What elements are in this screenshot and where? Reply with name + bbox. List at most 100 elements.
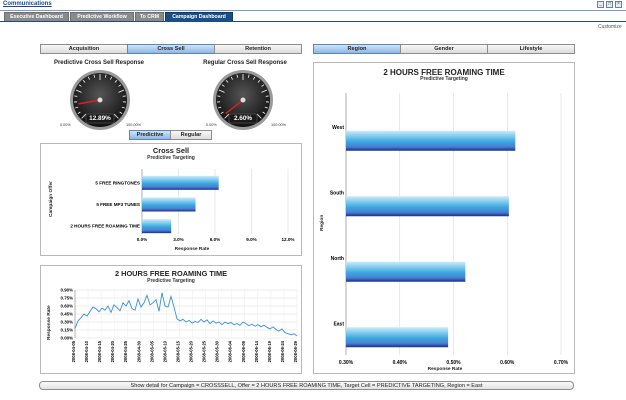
gauge-tick — [264, 106, 268, 109]
roaming-trend-chart: 0.90%0.75%0.60%0.45%0.30%0.15%0.00%2008-… — [61, 288, 298, 363]
y-tick-label: 0.45% — [61, 312, 74, 317]
minimize-icon[interactable]: _ — [597, 1, 604, 8]
gauge-tick — [114, 79, 118, 83]
title-divider — [0, 10, 626, 11]
x-tick-label: 2008-06-19 — [267, 340, 272, 362]
gauge-tick — [236, 74, 239, 78]
chart-title: 2 HOURS FREE ROAMING TIME — [383, 68, 505, 77]
gauge-tick — [253, 76, 256, 80]
gauge-tick — [261, 89, 268, 93]
bar — [142, 219, 172, 234]
gauge-min-regular: 0.00% — [206, 123, 217, 127]
gauge-tick — [261, 84, 265, 87]
title-bar: Communications _ □ × — [0, 0, 626, 11]
bar — [346, 130, 516, 151]
gauge-tick — [93, 74, 96, 78]
gauge-tick — [119, 111, 123, 114]
x-tick-label: 0.40% — [393, 360, 408, 366]
seg-retention[interactable]: Retention — [214, 44, 302, 54]
detail-status-bar[interactable]: Show detail for Campaign = CROSSSELL, Of… — [39, 381, 574, 390]
x-tick-label: 2008-05-20 — [189, 340, 194, 362]
x-axis-label: Response Rate — [174, 247, 210, 252]
gauge-value-predictive: 12.89% — [89, 115, 111, 122]
x-tick-label: 0.30% — [339, 360, 354, 366]
toggle-regular[interactable]: Regular — [170, 130, 212, 140]
seg-cross-sell[interactable]: Cross Sell — [127, 44, 215, 54]
gauge-title-predictive: Predictive Cross Sell Response — [53, 60, 145, 66]
bar — [142, 175, 219, 190]
app-title-link[interactable]: Communications — [3, 1, 52, 7]
gauge-title-regular: Regular Cross Sell Response — [203, 60, 287, 66]
tab-executive-dashboard[interactable]: Executive Dashboard — [4, 12, 69, 21]
gauge-tick — [81, 113, 87, 119]
chart-title: 2 HOURS FREE ROAMING TIME — [114, 269, 228, 278]
tab-campaign-dashboard[interactable]: Campaign Dashboard — [165, 12, 233, 21]
x-tick-label: 0.0% — [137, 237, 147, 242]
x-tick-label: 2008-06-09 — [241, 340, 246, 362]
gauge-tick — [113, 113, 119, 119]
x-tick-label: 2008-04-25 — [123, 340, 128, 362]
seg-acquisition[interactable]: Acquisition — [40, 44, 128, 54]
gauge-tick — [221, 84, 225, 87]
bar — [346, 261, 466, 282]
gauge-min-predictive: 0.00% — [60, 123, 71, 127]
y-tick-label: 5 FREE MP3 TUNES — [96, 202, 140, 207]
roaming-trend-chart-panel: 2 HOURS FREE ROAMING TIME Predictive Tar… — [40, 265, 302, 374]
x-tick-label: 9.0% — [246, 237, 256, 242]
gauge-tick — [77, 111, 81, 114]
region-chart: 0.30% 0.40% 0.50% 0.60% 0.70% West South North E… — [330, 93, 569, 366]
x-tick-label: 2008-04-20 — [110, 340, 115, 362]
cross-sell-chart: 0.0% 3.0% 6.0% 9.0% 12.0% 5 FREE RINGTONES 5 F… — [70, 169, 295, 242]
x-tick-label: 2008-06-14 — [254, 340, 259, 362]
toggle-predictive[interactable]: Predictive — [129, 130, 171, 140]
x-tick-label: 3.0% — [173, 237, 183, 242]
x-tick-label: 0.50% — [446, 360, 461, 366]
y-tick-label: 0.60% — [61, 304, 74, 309]
y-tick-label: 0.15% — [61, 328, 74, 333]
x-tick-label: 2008-05-25 — [202, 340, 207, 362]
x-tick-label: 2008-05-30 — [215, 340, 220, 362]
x-tick-label: 2008-05-15 — [175, 340, 180, 362]
y-tick-label: 0.30% — [61, 320, 74, 325]
gauge-max-predictive: 100.00% — [126, 123, 141, 127]
chart-subtitle: Predictive Targeting — [147, 155, 195, 161]
maximize-icon[interactable]: □ — [606, 1, 613, 8]
x-tick-label: 0.60% — [500, 360, 515, 366]
close-icon[interactable]: × — [615, 1, 622, 8]
seg-gender[interactable]: Gender — [400, 44, 488, 54]
series-line — [74, 292, 298, 337]
gauge-tick — [78, 84, 82, 87]
x-tick-label: 2008-04-10 — [84, 340, 89, 362]
y-tick-label: 0.00% — [61, 336, 74, 341]
y-axis-label: Response Rate — [47, 305, 52, 340]
region-chart-panel: 2 HOURS FREE ROAMING TIME Predictive Tar… — [313, 62, 575, 374]
gauge-tick — [218, 106, 222, 109]
gauge-tick — [257, 79, 261, 83]
chart-subtitle: Predictive Targeting — [420, 76, 468, 82]
gauge-tick — [247, 74, 250, 78]
gauge-tick — [104, 74, 107, 78]
gauge-tick — [75, 89, 82, 93]
tab-predictive-workflow[interactable]: Predictive Workflow — [70, 12, 134, 21]
y-tick-label: 0.90% — [61, 288, 74, 293]
gauge-tick — [87, 76, 90, 80]
tab-to-crm[interactable]: To CRM — [135, 12, 164, 21]
customize-link[interactable]: Customize — [598, 24, 622, 30]
gauge-tick — [121, 106, 125, 109]
chart-subtitle: Predictive Targeting — [147, 278, 195, 284]
bar — [142, 197, 196, 212]
seg-lifestyle[interactable]: Lifestyle — [487, 44, 575, 54]
chart-title: Cross Sell — [152, 146, 190, 155]
bar — [346, 196, 509, 217]
y-tick-label: 2 HOURS FREE ROAMING TIME — [70, 224, 140, 229]
x-axis-label: Response Rate — [427, 367, 463, 372]
gauge-tick — [220, 111, 224, 114]
seg-region[interactable]: Region — [313, 44, 401, 54]
y-axis-label: Region — [320, 214, 325, 231]
y-tick-label: 5 FREE RINGTONES — [95, 180, 140, 185]
gauge-regular — [213, 70, 273, 130]
bar — [346, 327, 449, 348]
gauge-tick — [118, 84, 122, 87]
x-tick-label: 2008-06-04 — [228, 340, 233, 362]
